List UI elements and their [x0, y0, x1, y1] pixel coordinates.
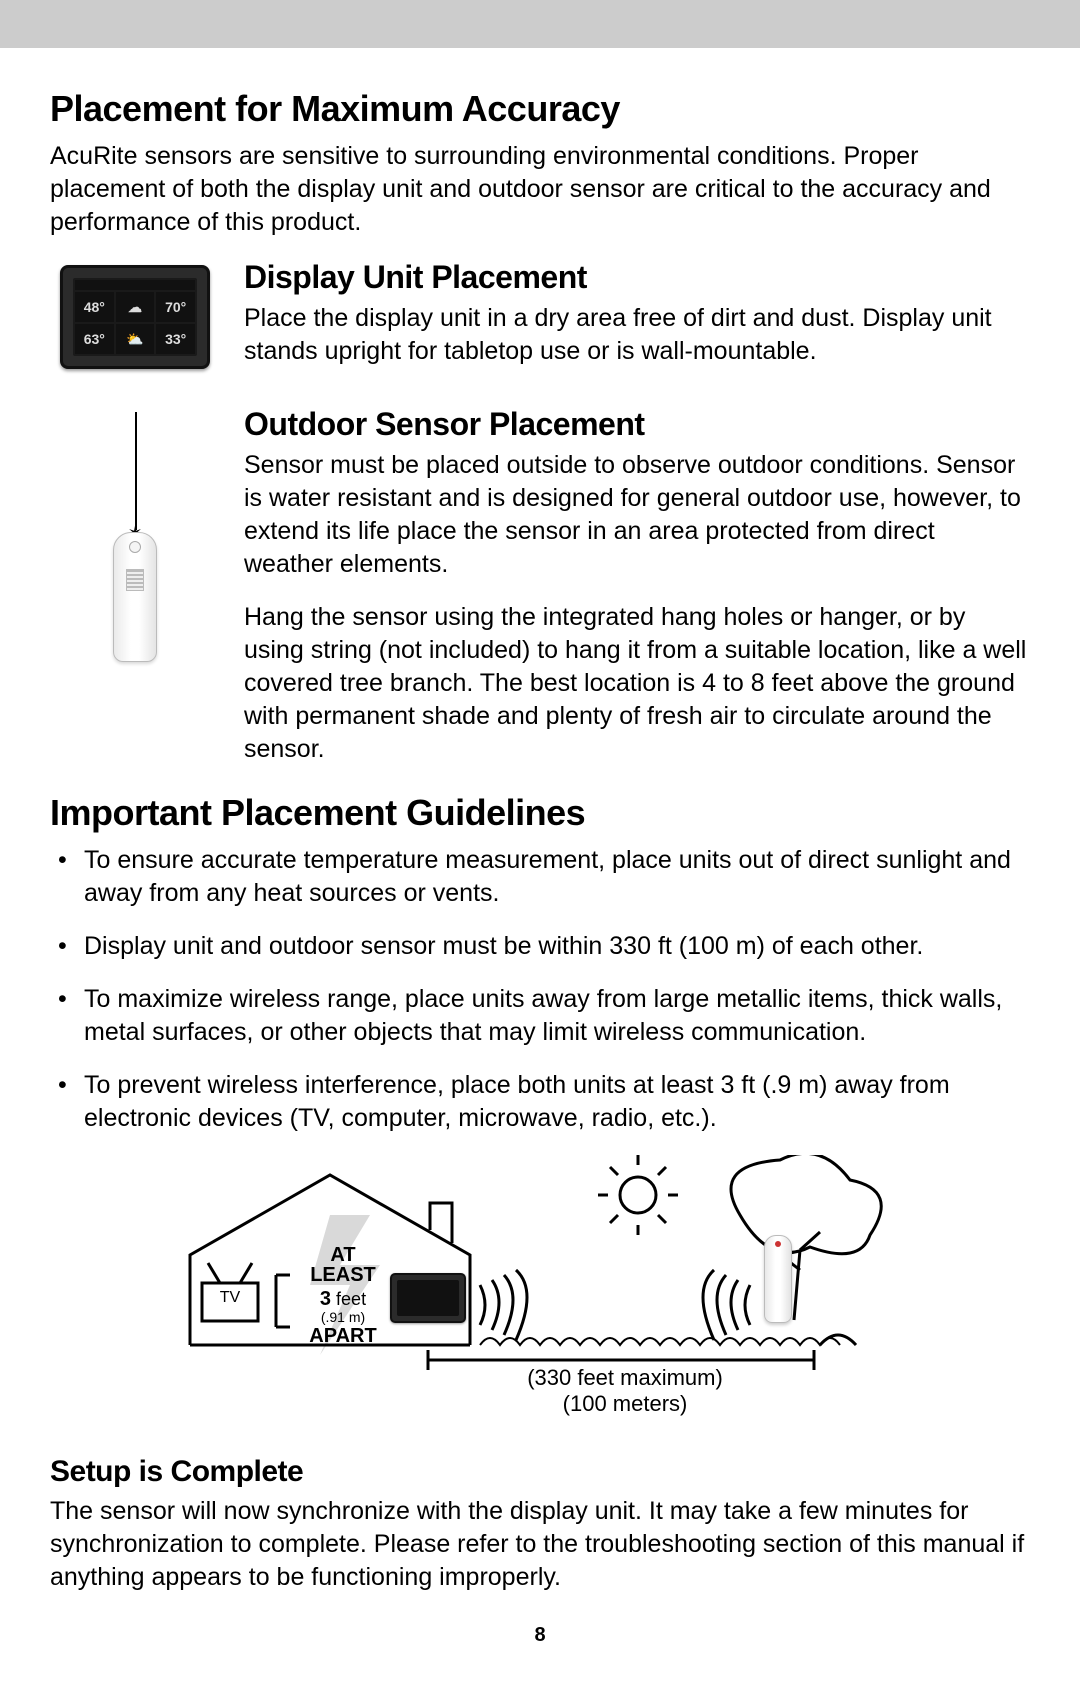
three-number: 3 — [320, 1288, 331, 1310]
tv-label: TV — [210, 1289, 250, 1307]
heading-setup-complete: Setup is Complete — [50, 1455, 1030, 1489]
readout-bl: 63° — [75, 324, 114, 354]
heading-outdoor-sensor: Outdoor Sensor Placement — [244, 406, 1030, 443]
display-unit-body: Place the display unit in a dry area fre… — [244, 302, 1030, 368]
outdoor-sensor-para1: Sensor must be placed outside to observe… — [244, 449, 1030, 581]
manual-page: Placement for Maximum Accuracy AcuRite s… — [0, 0, 1080, 1687]
setup-body: The sensor will now synchronize with the… — [50, 1495, 1030, 1594]
display-unit-thumb: 48° ☁ 70° 63° ⛅ 33° — [50, 259, 220, 388]
guideline-item: To maximize wireless range, place units … — [50, 983, 1030, 1049]
readout-tr: 70° — [156, 292, 195, 322]
feet-word: feet — [336, 1289, 366, 1309]
guidelines-list: To ensure accurate temperature measureme… — [50, 844, 1030, 1135]
guideline-item: To ensure accurate temperature measureme… — [50, 844, 1030, 910]
page-number: 8 — [50, 1624, 1030, 1647]
apart-label: APART — [298, 1325, 388, 1348]
heading-guidelines: Important Placement Guidelines — [50, 792, 1030, 834]
readout-tl: 48° — [75, 292, 114, 322]
nine-m-label: (.91 m) — [298, 1309, 388, 1325]
placement-diagram: TV AT LEAST 3 feet (.91 m) APART (330 fe… — [50, 1155, 1030, 1425]
outdoor-sensor-para2: Hang the sensor using the integrated han… — [244, 601, 1030, 766]
intro-paragraph: AcuRite sensors are sensitive to surroun… — [50, 140, 1030, 239]
readout-br: 33° — [156, 324, 195, 354]
display-unit-icon: 48° ☁ 70° 63° ⛅ 33° — [60, 265, 210, 369]
section-outdoor-sensor: ✶ Outdoor Sensor Placement Sensor must b… — [50, 406, 1030, 786]
header-bar — [0, 0, 1080, 48]
three-feet-label: 3 feet — [298, 1289, 388, 1309]
heading-display-unit: Display Unit Placement — [244, 259, 1030, 296]
readout-mid: ☁ — [116, 292, 155, 322]
at-least-label: AT LEAST — [298, 1245, 388, 1285]
section-display-unit: 48° ☁ 70° 63° ⛅ 33° Display Unit Placeme… — [50, 259, 1030, 388]
max-dist-label: (330 feet maximum) — [470, 1365, 780, 1391]
heading-placement-accuracy: Placement for Maximum Accuracy — [50, 88, 1030, 130]
meters-label: (100 meters) — [470, 1391, 780, 1417]
readout-bm: ⛅ — [116, 324, 155, 354]
guideline-item: To prevent wireless interference, place … — [50, 1069, 1030, 1135]
hanging-sensor-icon: ✶ — [105, 412, 165, 662]
guideline-item: Display unit and outdoor sensor must be … — [50, 930, 1030, 963]
mini-sensor-icon — [764, 1235, 792, 1323]
outdoor-sensor-thumb: ✶ — [50, 406, 220, 786]
mini-display-icon — [390, 1273, 466, 1323]
